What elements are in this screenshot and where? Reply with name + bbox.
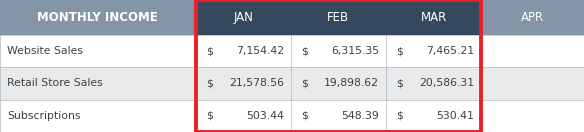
Text: 20,586.31: 20,586.31 xyxy=(419,79,474,88)
Bar xyxy=(291,0,386,35)
Bar xyxy=(0,0,196,35)
Text: $: $ xyxy=(206,111,213,121)
Text: FEB: FEB xyxy=(328,11,349,24)
Text: $: $ xyxy=(301,111,308,121)
Text: Subscriptions: Subscriptions xyxy=(7,111,81,121)
Text: 548.39: 548.39 xyxy=(341,111,379,121)
Text: 6,315.35: 6,315.35 xyxy=(331,46,379,56)
Text: MONTHLY INCOME: MONTHLY INCOME xyxy=(37,11,158,24)
Text: 503.44: 503.44 xyxy=(246,111,284,121)
Bar xyxy=(196,0,291,35)
Text: JAN: JAN xyxy=(233,11,253,24)
Text: APR: APR xyxy=(521,11,544,24)
Text: Retail Store Sales: Retail Store Sales xyxy=(7,79,103,88)
Text: $: $ xyxy=(206,79,213,88)
Bar xyxy=(481,0,584,35)
Text: 7,154.42: 7,154.42 xyxy=(236,46,284,56)
Text: 530.41: 530.41 xyxy=(436,111,474,121)
Text: 21,578.56: 21,578.56 xyxy=(229,79,284,88)
Bar xyxy=(0,35,584,67)
Bar xyxy=(0,100,584,132)
Text: MAR: MAR xyxy=(420,11,447,24)
Bar xyxy=(386,0,481,35)
Text: $: $ xyxy=(301,46,308,56)
Text: $: $ xyxy=(397,46,404,56)
Text: 19,898.62: 19,898.62 xyxy=(324,79,379,88)
Text: 7,465.21: 7,465.21 xyxy=(426,46,474,56)
Text: $: $ xyxy=(397,79,404,88)
Text: Website Sales: Website Sales xyxy=(7,46,83,56)
Text: $: $ xyxy=(301,79,308,88)
Text: $: $ xyxy=(397,111,404,121)
Bar xyxy=(0,67,584,100)
Text: $: $ xyxy=(206,46,213,56)
